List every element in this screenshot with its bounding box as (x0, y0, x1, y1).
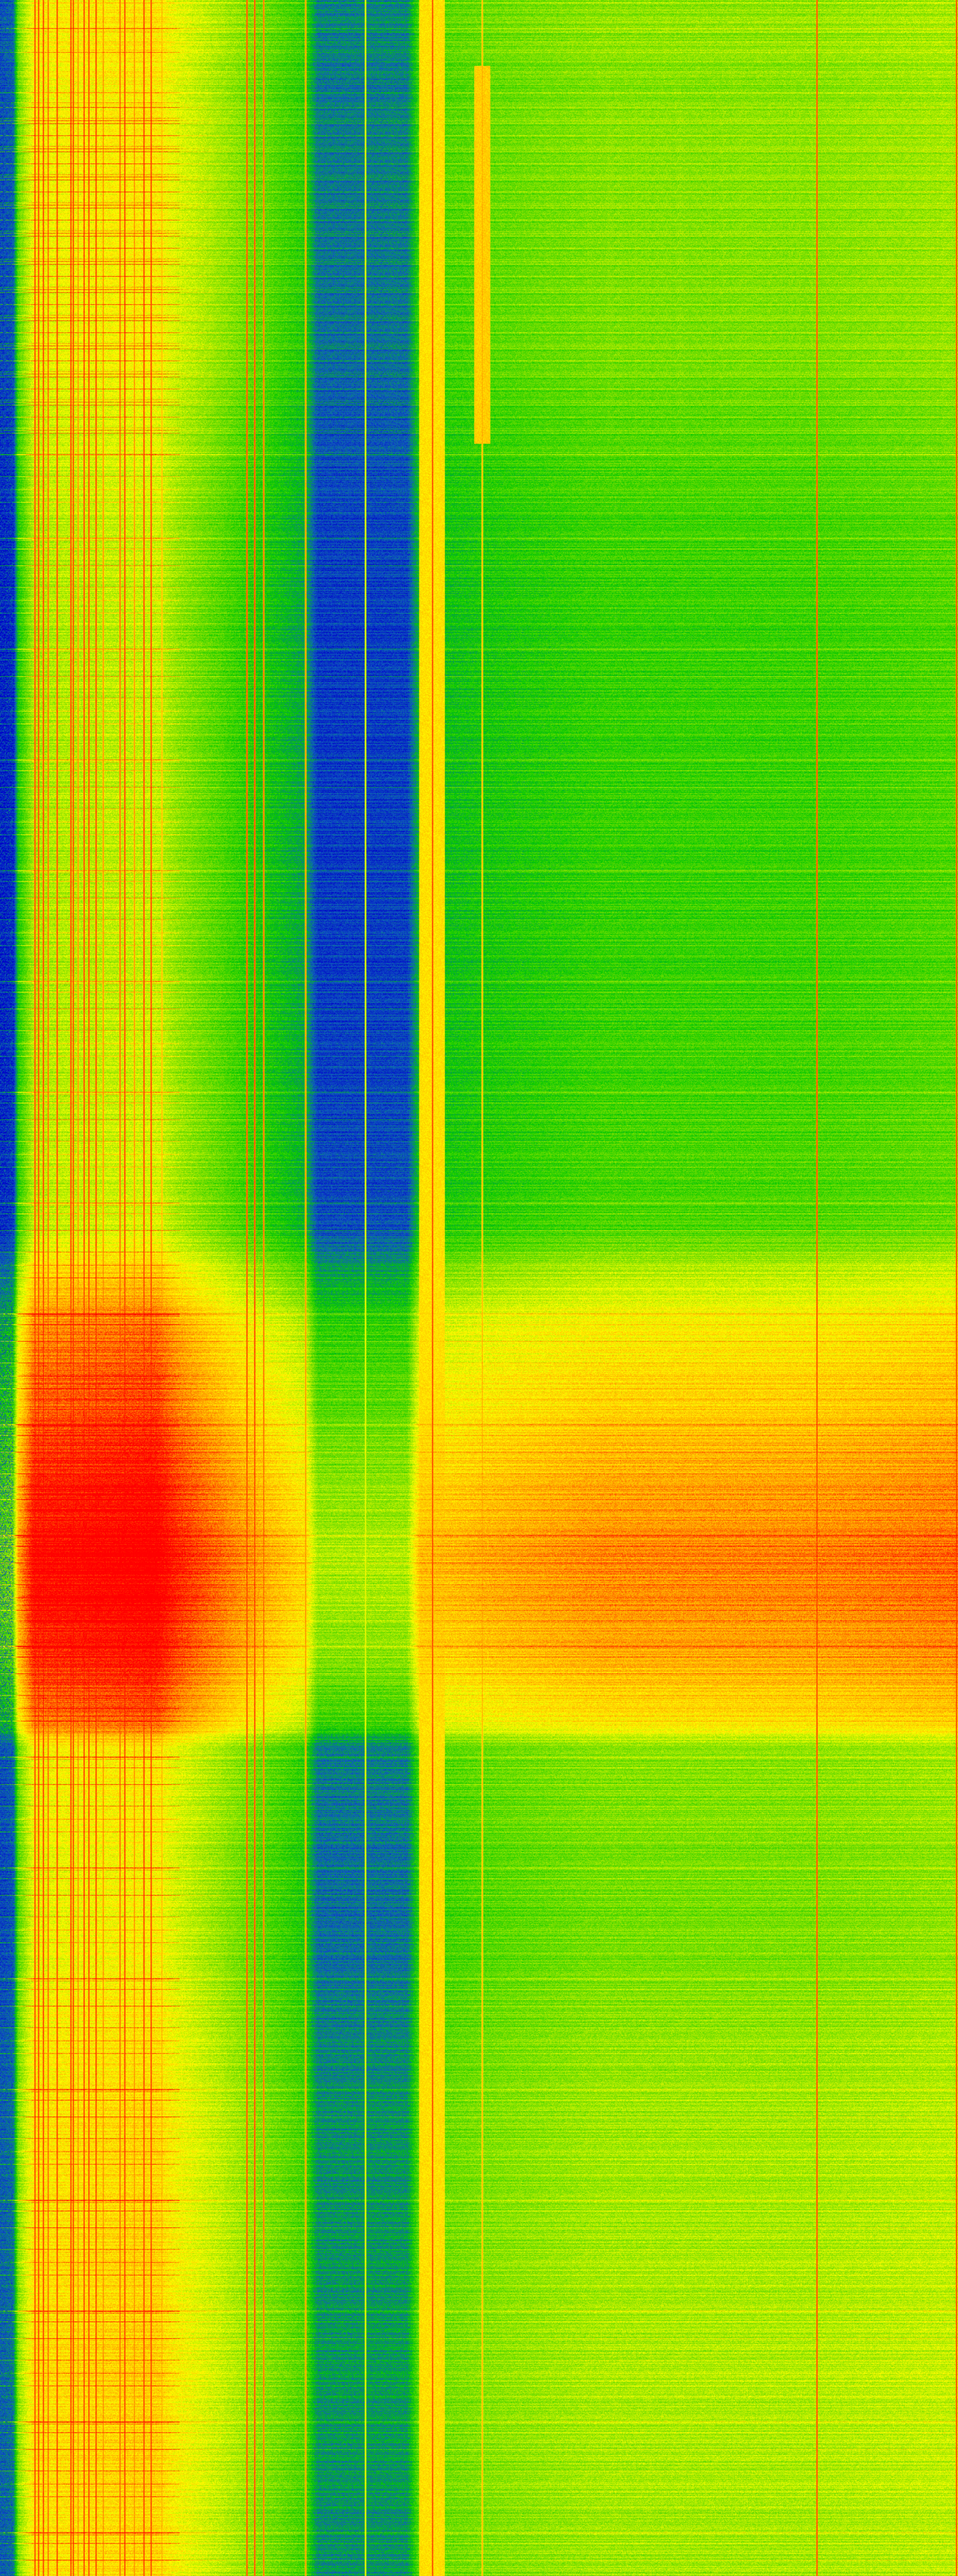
spectrogram-heatmap (0, 0, 958, 2576)
